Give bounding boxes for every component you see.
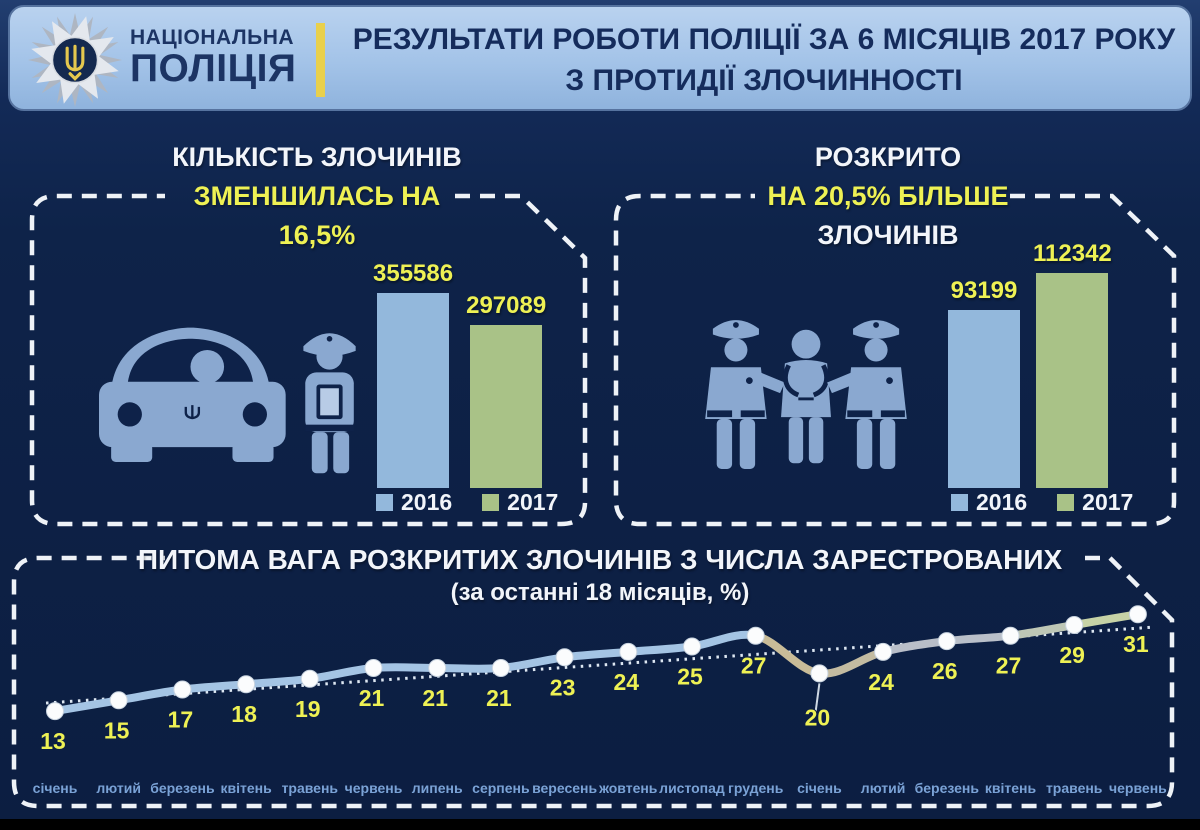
brand-line1: НАЦІОНАЛЬНА	[130, 26, 295, 49]
svg-text:листопад: листопад	[659, 780, 725, 796]
crimes-bar-2017: 297089	[466, 292, 546, 488]
legend-swatch-2017	[482, 494, 500, 511]
svg-text:19: 19	[295, 696, 321, 722]
svg-text:січень: січень	[33, 780, 78, 796]
solved-bar-2017-rect	[1036, 273, 1109, 488]
svg-text:21: 21	[422, 685, 448, 711]
solved-bar-chart: 93199 112342	[948, 238, 1112, 488]
svg-text:21: 21	[486, 685, 512, 711]
legend-swatch-2016	[376, 494, 393, 511]
svg-text:червень: червень	[1109, 780, 1167, 796]
police-star-logo-icon	[27, 12, 123, 108]
crimes-title-line2: ЗМЕНШИЛАСЬ НА	[193, 180, 441, 211]
detainee-icon	[781, 329, 831, 464]
svg-text:24: 24	[614, 669, 640, 695]
svg-text:25: 25	[677, 664, 703, 690]
legend-label-2016: 2016	[401, 489, 453, 515]
solved-bar-2017: 112342	[1033, 240, 1112, 488]
crimes-value-2016: 355586	[373, 260, 454, 287]
page-title-line1: РЕЗУЛЬТАТИ РОБОТИ ПОЛІЦІЇ ЗА 6 МІСЯЦІВ 2…	[352, 23, 1176, 56]
left-officer-icon	[705, 320, 785, 469]
svg-text:травень: травень	[1046, 780, 1103, 796]
svg-text:29: 29	[1059, 642, 1085, 668]
legend-swatch-2017	[1057, 494, 1075, 511]
legend-item-2017: 2017	[482, 489, 558, 516]
belt	[305, 424, 354, 432]
solved-panel-title: РОЗКРИТО НА 20,5% БІЛЬШЕ ЗЛОЧИНІВ	[668, 138, 1108, 255]
crimes-legend: 2016 2017	[376, 489, 558, 516]
solved-value-2016: 93199	[950, 277, 1018, 304]
trend-panel-border	[11, 555, 1175, 809]
crimes-bar-2016-rect	[377, 293, 450, 488]
traffic-stop-icon	[99, 327, 356, 474]
trident-icon	[65, 44, 85, 81]
svg-text:вересень: вересень	[532, 780, 597, 796]
svg-text:квітень: квітень	[985, 780, 1037, 796]
svg-text:лютий: лютий	[96, 780, 141, 796]
svg-text:січень: січень	[797, 780, 842, 796]
trend-title-line1: ПИТОМА ВАГА РОЗКРИТИХ ЗЛОЧИНІВ З ЧИСЛА З…	[137, 544, 1063, 575]
svg-text:березень: березень	[150, 780, 215, 796]
headlight-right	[242, 402, 267, 427]
crimes-panel-border	[29, 193, 588, 527]
crimes-panel-title: КІЛЬКІСТЬ ЗЛОЧИНІВ ЗМЕНШИЛАСЬ НА 16,5%	[100, 138, 534, 255]
svg-text:серпень: серпень	[472, 780, 530, 796]
legend-item-2016: 2016	[376, 489, 452, 516]
svg-text:березень: березень	[915, 780, 980, 796]
solved-bar-2016: 93199	[948, 277, 1020, 488]
svg-text:жовтень: жовтень	[598, 780, 658, 796]
svg-text:26: 26	[932, 658, 958, 684]
trend-panel-title: ПИТОМА ВАГА РОЗКРИТИХ ЗЛОЧИНІВ З ЧИСЛА З…	[50, 544, 1150, 607]
svg-text:13: 13	[40, 728, 66, 754]
crimes-title-line1: КІЛЬКІСТЬ ЗЛОЧИНІВ	[172, 142, 462, 172]
svg-text:грудень: грудень	[728, 780, 784, 796]
svg-text:травень: травень	[282, 780, 339, 796]
svg-text:17: 17	[168, 707, 194, 733]
solved-bar-2016-rect	[948, 310, 1020, 488]
yellow-divider	[316, 23, 325, 97]
crimes-value-2017: 297089	[466, 292, 547, 319]
svg-text:27: 27	[996, 653, 1022, 679]
svg-text:31: 31	[1123, 631, 1149, 657]
legend-item-2017: 2017	[1057, 489, 1133, 516]
svg-text:квітень: квітень	[220, 780, 272, 796]
svg-text:червень: червень	[345, 780, 403, 796]
svg-text:20: 20	[805, 704, 831, 730]
svg-text:лютий: лютий	[861, 780, 906, 796]
crimes-bar-chart: 355586 297089	[373, 256, 546, 488]
svg-text:липень: липень	[412, 780, 463, 796]
crimes-bar-2016: 355586	[373, 260, 453, 488]
right-officer-icon	[827, 320, 907, 469]
header-banner: НАЦІОНАЛЬНА ПОЛІЦІЯ РЕЗУЛЬТАТИ РОБОТИ ПО…	[8, 5, 1192, 111]
solved-legend: 2016 2017	[951, 489, 1133, 516]
legend-item-2016: 2016	[951, 489, 1027, 516]
trend-title-line2: (за останні 18 місяців, %)	[450, 579, 750, 606]
driver-head	[190, 350, 225, 384]
page-title-line2: З ПРОТИДІЇ ЗЛОЧИННОСТІ	[565, 63, 963, 97]
brand-line2: ПОЛІЦІЯ	[130, 47, 297, 91]
svg-text:27: 27	[741, 653, 767, 679]
legend-label-2017: 2017	[1082, 489, 1134, 515]
svg-text:15: 15	[104, 717, 130, 743]
legend-label-2017: 2017	[507, 489, 559, 515]
page-title: РЕЗУЛЬТАТИ РОБОТИ ПОЛІЦІЇ ЗА 6 МІСЯЦІВ 2…	[338, 20, 1190, 102]
crimes-title-line3: 16,5%	[278, 219, 356, 250]
trend-line-chart: 13 січень 15 лютий 17 березень 18 квітень 19 трав…	[33, 605, 1167, 796]
svg-text:23: 23	[550, 674, 576, 700]
legend-label-2016: 2016	[976, 489, 1028, 515]
solved-title-line1: РОЗКРИТО	[814, 142, 962, 172]
bottom-black-strip	[0, 819, 1200, 830]
headlight-left	[117, 402, 142, 427]
crimes-bar-2017-rect	[470, 325, 543, 488]
svg-text:21: 21	[359, 685, 385, 711]
arrest-icon	[705, 320, 907, 469]
svg-text:18: 18	[231, 701, 257, 727]
solved-value-2017: 112342	[1033, 240, 1112, 267]
solved-title-line3: ЗЛОЧИНІВ	[817, 219, 959, 250]
solved-title-line2: НА 20,5% БІЛЬШЕ	[767, 180, 1009, 211]
legend-swatch-2016	[951, 494, 968, 511]
svg-text:24: 24	[868, 669, 894, 695]
brand-name: НАЦІОНАЛЬНА ПОЛІЦІЯ	[130, 26, 297, 91]
